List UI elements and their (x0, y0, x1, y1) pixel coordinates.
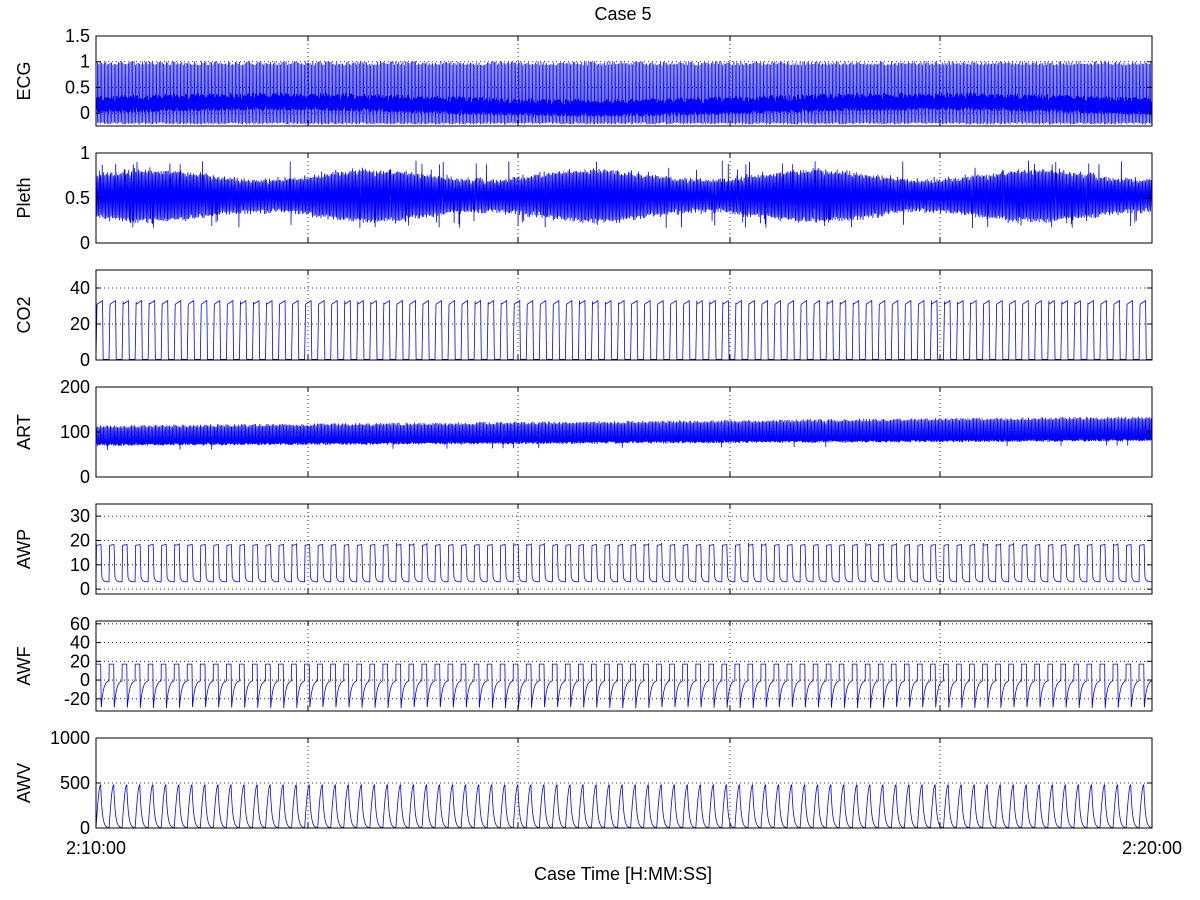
y-tick-label: 40 (70, 633, 90, 653)
trace-ecg (95, 61, 1153, 125)
trace-art (95, 416, 1153, 450)
y-axis-label-awp: AWP (14, 529, 34, 569)
figure-title: Case 5 (594, 4, 651, 24)
y-tick-label: 0.5 (65, 77, 90, 97)
y-axis-label-ecg: ECG (14, 61, 34, 100)
axes-box (95, 620, 1153, 712)
y-tick-label: 0 (80, 103, 90, 123)
y-tick-label: 60 (70, 614, 90, 634)
trace-awp (95, 542, 1153, 583)
y-axis-label-awv: AWV (14, 763, 34, 803)
trace-awv (95, 784, 1153, 829)
y-tick-label: 200 (60, 377, 90, 397)
y-tick-label: 0 (80, 579, 90, 599)
y-tick-label: 0 (80, 670, 90, 690)
panel-art: 0 100 200 ART (14, 377, 1153, 487)
x-tick-label-start: 2:10:00 (66, 838, 126, 858)
y-axis-label-pleth: Pleth (14, 177, 34, 218)
panel-awv: 0 500 1000 AWV (14, 728, 1153, 838)
y-tick-label: 100 (60, 422, 90, 442)
y-axis-label-co2: CO2 (14, 296, 34, 333)
y-tick-label: 0 (80, 233, 90, 253)
y-tick-label: 1 (80, 143, 90, 163)
trace-pleth (95, 160, 1153, 228)
y-tick-label: -20 (64, 689, 90, 709)
y-tick-label: 0 (80, 350, 90, 370)
y-tick-label: 1.5 (65, 26, 90, 46)
y-tick-label: 40 (70, 278, 90, 298)
y-axis-label-awf: AWF (14, 646, 34, 685)
y-tick-label: 20 (70, 314, 90, 334)
y-tick-label: 30 (70, 506, 90, 526)
axes-box (95, 269, 1153, 361)
y-tick-label: 1 (80, 52, 90, 72)
panel-pleth: 0 0.5 1 Pleth (14, 143, 1153, 253)
y-axis-label-art: ART (14, 414, 34, 450)
panel-ecg: 0 0.5 1 1.5 ECG (14, 26, 1153, 127)
panels: 00.511.5ECG00.51Pleth02040CO20100200ART0… (14, 26, 1153, 838)
y-tick-label: 20 (70, 651, 90, 671)
y-tick-label: 0 (80, 467, 90, 487)
y-tick-label: 0 (80, 818, 90, 838)
panel-co2: 0 20 40 CO2 (14, 269, 1153, 370)
y-tick-label: 10 (70, 555, 90, 575)
axes-box (95, 503, 1153, 595)
panel-awp: 0 10 20 30 AWP (14, 503, 1153, 599)
y-tick-label: 500 (60, 773, 90, 793)
x-tick-label-end: 2:20:00 (1122, 838, 1182, 858)
trace-awf (96, 663, 1153, 709)
x-axis-label: Case Time [H:MM:SS] (534, 864, 712, 884)
axes-box (95, 35, 1153, 127)
y-tick-label: 1000 (50, 728, 90, 748)
y-tick-label: 20 (70, 530, 90, 550)
y-tick-label: 0.5 (65, 188, 90, 208)
trace-co2 (95, 299, 1152, 360)
